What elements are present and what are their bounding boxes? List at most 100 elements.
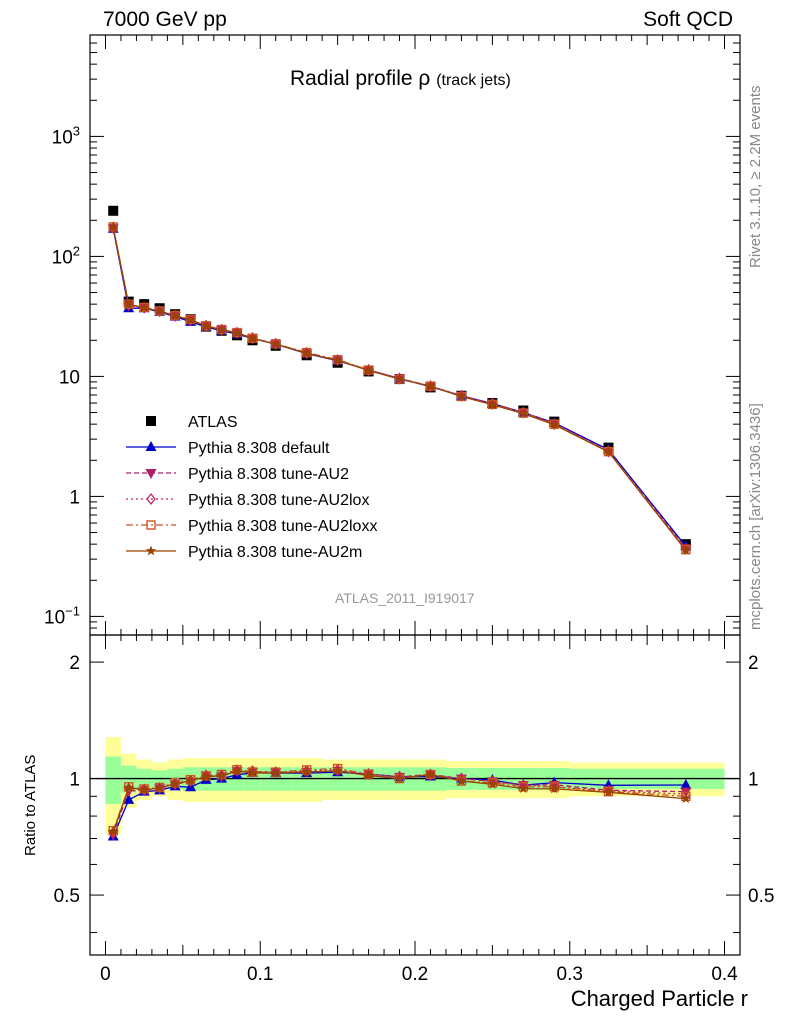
series-2-ratio-point (107, 830, 119, 841)
plot-title-main: Radial profile ρ (290, 67, 431, 90)
series-3-ratio-point (549, 780, 560, 793)
series-3-point (247, 331, 258, 345)
legend-marker-1 (145, 441, 157, 451)
series-3-point (139, 301, 149, 314)
series-5-ratio-point (363, 770, 374, 780)
series-3-point (232, 326, 242, 339)
series-5-ratio-point (680, 793, 692, 804)
series-3-point (201, 319, 211, 332)
legend-marker-3 (146, 492, 156, 506)
main-y-tick-label: 10−1 (44, 603, 80, 628)
series-5-ratio-point (185, 775, 196, 786)
legend-label-4: Pythia 8.308 tune-AU2loxx (188, 518, 377, 535)
legend-marker-4 (146, 520, 156, 530)
series-5-point (680, 544, 692, 555)
legend-label-2: Pythia 8.308 tune-AU2 (188, 466, 349, 483)
x-axis-label: Charged Particle r (570, 986, 748, 1011)
ratio-y-tick-label-right: 1 (748, 770, 759, 791)
series-5-ratio-point (169, 778, 181, 789)
series-5-point (169, 310, 181, 321)
main-y-tick-label: 102 (52, 243, 80, 268)
main-y-tick-exponent: 2 (73, 243, 80, 258)
legend-marker-5 (145, 545, 157, 556)
ratio-y-axis: 0.5 0.5 1 1 2 2 (54, 653, 774, 934)
series-5-point (216, 324, 227, 335)
series-5-point (603, 446, 614, 457)
series-5-ratio-point (154, 782, 165, 793)
series-5-point (108, 221, 119, 232)
series-3-ratio-point (270, 766, 281, 779)
main-series (107, 205, 692, 555)
legend-label-1: Pythia 8.308 default (188, 440, 330, 457)
ratio-y-tick-label: 2 (69, 653, 80, 674)
series-1-ratio-point (680, 779, 692, 790)
series-5-point (332, 354, 343, 365)
series-5-point (123, 298, 134, 309)
series-5-point (456, 391, 467, 401)
series-5-point (154, 305, 165, 316)
series-5-point (394, 373, 405, 384)
series-5-ratio-point (200, 771, 212, 782)
main-y-axis: 10−1 1 10 102 103 (44, 34, 740, 636)
ratio-y-axis-label: Ratio to ATLAS (22, 754, 39, 856)
series-3-point (270, 337, 281, 350)
series-5-point (185, 314, 196, 325)
reference-label: mcplots.cern.ch [arXiv:1306.3436] (747, 403, 764, 630)
plot-title-sub: (track jets) (436, 72, 511, 89)
series-5-ratio-point (123, 782, 134, 793)
ratio-y-tick-label: 0.5 (54, 886, 80, 907)
series-5-ratio-point (518, 783, 529, 793)
series-5-point (487, 399, 498, 410)
series-5-ratio-point (456, 775, 467, 786)
x-tick-label: 0.2 (402, 964, 428, 985)
series-5-point (247, 333, 258, 343)
main-y-tick-exponent: −1 (65, 603, 80, 618)
series-3-point (216, 323, 227, 336)
series-5-point (549, 419, 560, 430)
legend-label-5: Pythia 8.308 tune-AU2m (188, 544, 362, 561)
series-5-point (138, 302, 150, 313)
series-5-point (231, 327, 243, 338)
series-3-ratio-point (363, 768, 374, 781)
series-5-ratio-point (138, 784, 150, 795)
series-5-ratio-point (332, 765, 343, 776)
series-3-point (363, 364, 374, 377)
x-axis: 0 0.1 0.2 0.3 0.4 (100, 35, 738, 985)
series-5-ratio-point (216, 770, 227, 781)
main-y-tick-label: 10 (59, 367, 80, 388)
series-3-point (549, 418, 560, 431)
series-5-ratio-point (301, 766, 312, 777)
series-1-ratio-point (123, 793, 135, 804)
series-5-ratio-point (425, 769, 436, 779)
energy-label: 7000 GeV pp (103, 8, 227, 31)
x-tick-label: 0 (100, 964, 111, 985)
series-3-ratio-point (216, 769, 227, 782)
analysis-watermark: ATLAS_2011_I919017 (335, 590, 475, 606)
series-4-ratio-line (112, 767, 686, 831)
ratio-series (107, 763, 692, 841)
series-5-ratio-point (270, 767, 281, 778)
rivet-version-label: Rivet 3.1.10, ≥ 2.2M events (747, 85, 764, 269)
series-5-point (200, 320, 212, 331)
series-3-ratio-point (232, 764, 242, 777)
series-5-point (270, 338, 281, 349)
legend-marker-0 (146, 416, 156, 426)
series-5-ratio-point (247, 767, 258, 778)
legend-marker-2 (145, 469, 157, 479)
series-5-point (301, 347, 312, 358)
series-3-point (603, 445, 614, 458)
series-5-point (363, 365, 374, 375)
ratio-band-green (105, 756, 121, 804)
x-tick-label: 0.1 (247, 964, 273, 985)
process-label: Soft QCD (643, 8, 733, 31)
series-2-line (112, 227, 687, 549)
ratio-y-tick-label-right: 2 (748, 653, 759, 674)
series-5-ratio-point (394, 773, 405, 783)
series-5-point (425, 380, 436, 391)
atlas-data-point (108, 205, 119, 216)
x-tick-label: 0.4 (711, 964, 738, 985)
ratio-y-tick-label: 1 (69, 770, 80, 791)
series-5-line (112, 227, 687, 551)
series-3-point (332, 353, 343, 367)
